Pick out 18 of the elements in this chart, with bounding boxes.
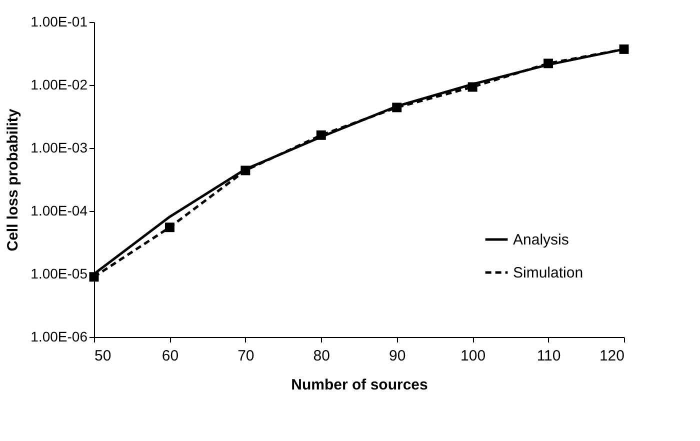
y-tick-label: 1.00E-05 <box>30 266 88 282</box>
y-tick-label: 1.00E-03 <box>30 140 88 156</box>
legend-label: Analysis <box>513 232 569 248</box>
x-tick-label: 90 <box>389 348 406 364</box>
x-tick-label: 80 <box>313 348 330 364</box>
y-tick-label: 1.00E-06 <box>30 328 88 344</box>
y-tick-label: 1.00E-02 <box>30 76 88 92</box>
y-axis-title: Cell loss probability <box>4 108 22 252</box>
x-tick-label: 100 <box>460 348 486 364</box>
x-tick-label: 120 <box>599 348 624 364</box>
x-tick-label: 60 <box>162 348 179 364</box>
x-tick-label: 110 <box>536 348 561 364</box>
x-axis-title: Number of sources <box>291 376 428 394</box>
x-tick-label: 70 <box>238 348 254 364</box>
y-tick-label: 1.00E-01 <box>30 14 88 30</box>
y-tick-label: 1.00E-04 <box>30 202 88 218</box>
x-tick-label: 50 <box>94 348 112 364</box>
legend-label: Simulation <box>513 264 584 282</box>
